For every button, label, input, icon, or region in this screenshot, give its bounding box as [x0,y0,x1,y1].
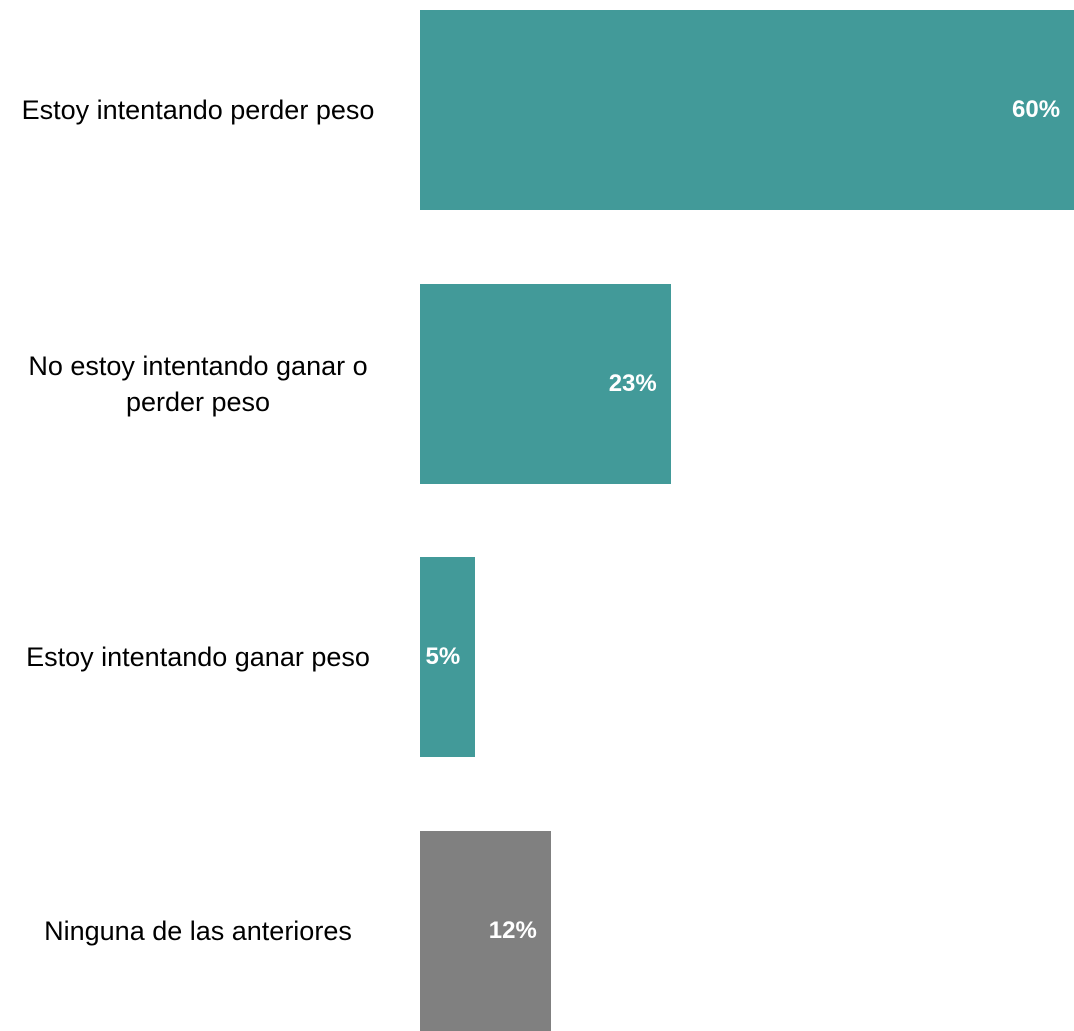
value-label: 5% [425,643,461,670]
category-label: Estoy intentando perder peso [21,95,375,125]
bar [420,557,475,757]
category-label: Estoy intentando ganar peso [26,642,370,672]
bar [420,830,551,1031]
category-label: Ninguna de las anteriores [44,915,352,946]
value-label: 60% [1012,96,1061,123]
bar [420,283,671,484]
value-label: 12% [488,916,537,944]
value-label: 23% [608,369,657,397]
bar [420,10,1074,210]
category-label: No estoy intentando ganar o perder peso [28,350,368,417]
